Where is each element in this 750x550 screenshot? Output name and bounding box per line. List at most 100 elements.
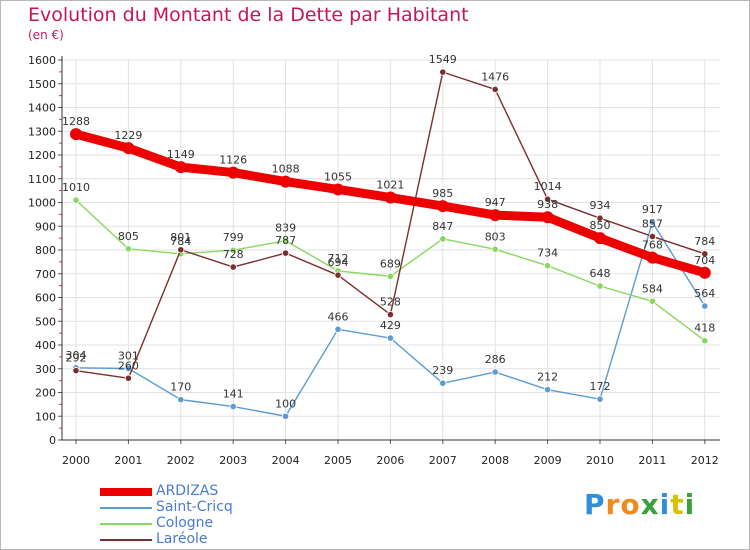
data-label-laréole: 292 (66, 352, 87, 365)
y-tick-label: 1600 (28, 54, 56, 67)
data-point-cologne (596, 282, 604, 290)
y-tick-label: 900 (35, 220, 56, 233)
chart-title: Evolution du Montant de la Dette par Hab… (28, 4, 469, 26)
y-tick-label: 1400 (28, 102, 56, 115)
data-label-cologne: 847 (432, 220, 453, 233)
y-tick-label: 1100 (28, 173, 56, 186)
data-point-laréole (124, 374, 132, 382)
data-label-cologne: 803 (485, 230, 506, 243)
x-tick-label: 2004 (272, 454, 300, 467)
data-label-ardizas: 1149 (167, 148, 195, 161)
data-label-laréole: 1549 (429, 53, 457, 66)
logo-letter: o (620, 488, 641, 521)
data-label-saint-cricq: 917 (642, 203, 663, 216)
data-point-ardizas (70, 128, 82, 141)
logo-letter: t (670, 488, 685, 521)
logo-letter: x (640, 488, 660, 521)
data-point-saint-cricq (229, 402, 237, 411)
data-point-ardizas (541, 211, 554, 224)
chart-unit-label: (en €) (28, 28, 64, 42)
data-label-cologne: 784 (170, 235, 191, 248)
data-label-laréole: 260 (118, 359, 139, 372)
data-point-laréole (439, 68, 447, 76)
data-point-ardizas (698, 266, 711, 279)
data-label-laréole: 694 (328, 256, 349, 269)
data-point-saint-cricq (281, 412, 290, 420)
x-tick-label: 2010 (586, 454, 614, 467)
data-point-ardizas (122, 142, 135, 155)
data-label-saint-cricq: 170 (170, 381, 191, 394)
data-label-cologne: 689 (380, 257, 401, 270)
data-label-ardizas: 938 (537, 198, 558, 211)
data-point-saint-cricq (439, 379, 447, 387)
legend-item-ardizas: ARDIZAS (100, 483, 360, 500)
data-label-cologne: 418 (694, 322, 715, 335)
data-point-cologne (543, 262, 552, 270)
data-point-cologne (491, 245, 499, 253)
data-point-laréole (543, 195, 552, 203)
data-label-cologne: 584 (642, 282, 663, 295)
y-tick-label: 1300 (28, 125, 56, 138)
data-label-ardizas: 947 (485, 196, 506, 209)
y-tick-label: 1500 (28, 78, 56, 91)
data-label-ardizas: 985 (432, 187, 453, 200)
data-label-ardizas: 1229 (114, 129, 142, 142)
data-label-ardizas: 768 (642, 239, 663, 252)
data-point-laréole (701, 250, 709, 258)
data-label-ardizas: 704 (694, 254, 715, 267)
y-tick-label: 1000 (28, 197, 56, 210)
data-point-laréole (596, 214, 604, 222)
data-label-cologne: 734 (537, 247, 558, 260)
data-point-cologne (124, 245, 132, 253)
y-tick-label: 800 (35, 244, 56, 257)
legend-label-cologne: Cologne (156, 515, 214, 531)
data-label-cologne: 805 (118, 230, 139, 243)
data-label-laréole: 728 (223, 248, 244, 261)
data-label-laréole: 528 (380, 296, 401, 309)
data-label-laréole: 1476 (481, 70, 509, 83)
data-point-laréole (648, 232, 657, 241)
data-point-laréole (386, 310, 394, 319)
x-tick-label: 2012 (691, 454, 719, 467)
data-point-ardizas (332, 183, 344, 196)
data-point-ardizas (646, 251, 659, 264)
x-tick-label: 2006 (376, 454, 404, 467)
data-point-cologne (281, 237, 290, 245)
data-label-saint-cricq: 100 (275, 397, 296, 410)
data-label-saint-cricq: 212 (537, 371, 558, 384)
x-tick-label: 2005 (324, 454, 352, 467)
data-point-saint-cricq (491, 368, 499, 376)
data-point-laréole (491, 85, 499, 94)
y-tick-label: 200 (35, 387, 56, 400)
data-point-saint-cricq (386, 334, 394, 342)
data-point-ardizas (279, 175, 292, 188)
y-tick-label: 300 (35, 363, 56, 376)
data-label-ardizas: 1288 (62, 115, 90, 128)
y-tick-label: 700 (35, 268, 56, 281)
data-label-laréole: 801 (170, 231, 191, 244)
data-point-saint-cricq (596, 395, 604, 403)
data-point-cologne (386, 272, 394, 280)
y-tick-label: 500 (35, 315, 56, 328)
data-label-saint-cricq: 304 (66, 349, 87, 362)
data-label-saint-cricq: 564 (694, 287, 715, 300)
data-label-saint-cricq: 239 (432, 364, 453, 377)
chart-legend: ARDIZAS Saint-Cricq Cologne Laréole (100, 483, 360, 548)
data-point-ardizas (594, 232, 606, 245)
data-label-saint-cricq: 141 (223, 388, 244, 401)
legend-swatch-cologne (100, 523, 152, 525)
data-point-saint-cricq (177, 396, 185, 404)
data-point-ardizas (384, 191, 397, 204)
proxiti-logo: Proxiti (584, 488, 695, 521)
data-label-laréole: 787 (275, 234, 296, 247)
data-label-ardizas: 1021 (376, 179, 404, 192)
x-tick-label: 2011 (638, 454, 666, 467)
legend-swatch-lareole (100, 539, 152, 541)
logo-letter: r (605, 488, 621, 521)
data-label-cologne: 839 (275, 222, 296, 235)
data-label-cologne: 712 (328, 252, 349, 265)
data-label-laréole: 1014 (534, 180, 562, 193)
data-label-saint-cricq: 429 (380, 319, 401, 332)
y-tick-label: 100 (35, 410, 56, 423)
